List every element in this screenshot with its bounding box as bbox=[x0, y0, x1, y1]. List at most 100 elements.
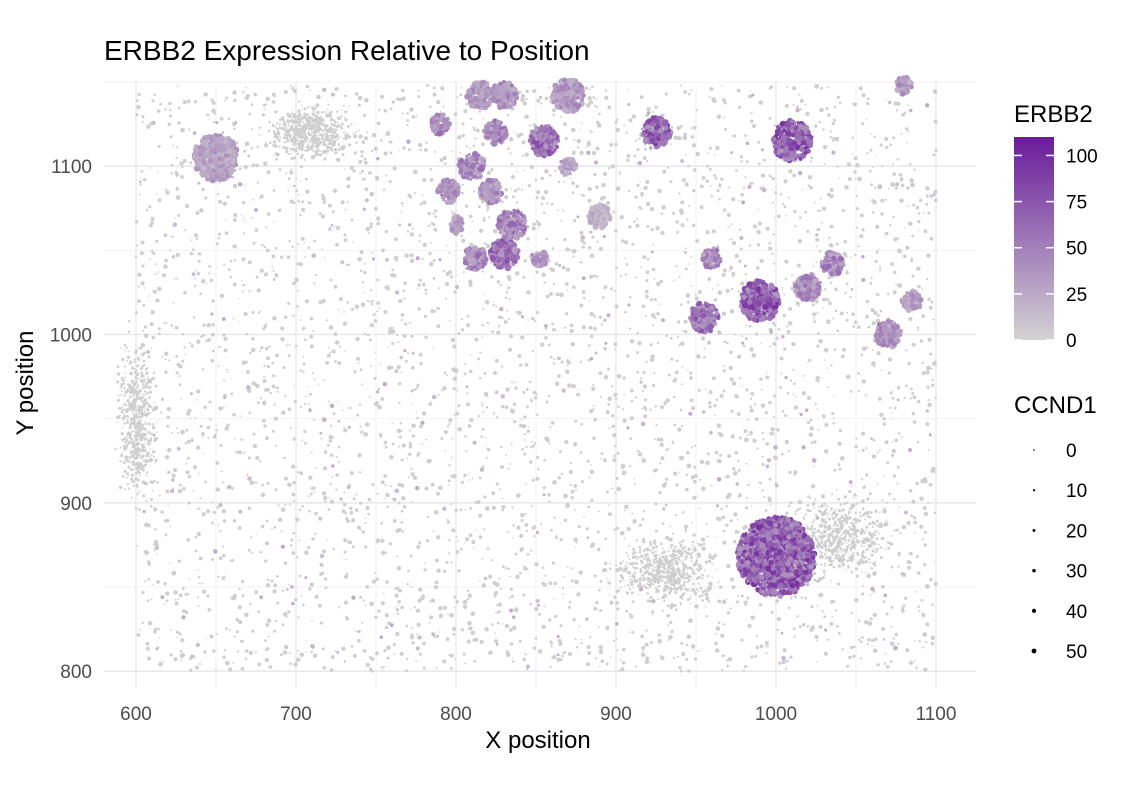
data-point bbox=[266, 618, 272, 623]
data-point bbox=[373, 319, 378, 323]
data-point bbox=[888, 100, 892, 105]
data-point bbox=[186, 456, 190, 460]
data-point bbox=[483, 372, 487, 375]
data-point bbox=[903, 396, 906, 400]
data-point bbox=[254, 228, 259, 232]
data-point bbox=[646, 224, 650, 228]
data-point bbox=[461, 183, 464, 187]
data-point bbox=[898, 506, 901, 509]
data-point bbox=[614, 601, 619, 605]
data-point bbox=[346, 301, 349, 304]
data-point bbox=[767, 645, 770, 647]
data-point bbox=[561, 388, 566, 393]
data-point bbox=[363, 160, 368, 165]
data-point bbox=[255, 455, 260, 460]
data-point bbox=[610, 164, 615, 169]
data-point bbox=[177, 106, 181, 110]
data-point bbox=[861, 255, 865, 259]
data-point bbox=[787, 449, 791, 453]
data-point bbox=[632, 220, 636, 223]
data-point bbox=[635, 139, 638, 142]
data-point bbox=[869, 594, 872, 596]
data-point bbox=[855, 207, 859, 210]
data-point bbox=[684, 182, 689, 187]
data-point bbox=[879, 268, 882, 272]
data-point bbox=[573, 219, 577, 223]
data-point bbox=[622, 570, 625, 572]
data-point bbox=[334, 151, 338, 155]
data-point bbox=[507, 147, 510, 150]
data-point bbox=[675, 483, 679, 487]
data-point bbox=[383, 108, 388, 113]
data-point bbox=[448, 539, 451, 542]
data-point bbox=[825, 107, 829, 111]
data-point bbox=[611, 385, 614, 388]
data-point bbox=[489, 275, 494, 279]
data-point bbox=[394, 607, 396, 609]
data-point bbox=[207, 607, 212, 612]
data-point bbox=[543, 605, 546, 608]
data-point bbox=[600, 452, 604, 456]
data-point bbox=[391, 442, 395, 446]
data-point bbox=[309, 316, 314, 321]
data-point bbox=[905, 245, 910, 250]
data-point bbox=[497, 324, 501, 328]
data-point bbox=[817, 209, 820, 212]
data-point bbox=[770, 427, 775, 432]
data-point bbox=[147, 355, 151, 359]
data-point bbox=[832, 317, 834, 320]
data-point bbox=[532, 88, 537, 94]
data-point bbox=[717, 283, 720, 286]
data-point bbox=[703, 589, 707, 593]
chart-title: ERBB2 Expression Relative to Position bbox=[104, 35, 590, 66]
data-point bbox=[697, 289, 702, 294]
data-point bbox=[837, 290, 839, 292]
data-point bbox=[680, 200, 685, 205]
data-point bbox=[676, 656, 679, 658]
data-point bbox=[550, 268, 556, 273]
data-point bbox=[562, 651, 566, 655]
data-point bbox=[925, 277, 929, 281]
data-point bbox=[432, 212, 435, 216]
data-point bbox=[603, 286, 607, 290]
data-point bbox=[442, 156, 447, 161]
data-point bbox=[734, 451, 739, 455]
data-point bbox=[816, 332, 820, 335]
data-point bbox=[225, 368, 228, 371]
data-point bbox=[709, 86, 714, 92]
data-point bbox=[822, 414, 826, 419]
data-point bbox=[416, 622, 421, 627]
data-point bbox=[619, 170, 621, 173]
data-point bbox=[781, 305, 784, 308]
data-point bbox=[175, 146, 178, 149]
data-point bbox=[850, 288, 854, 291]
data-point bbox=[175, 173, 179, 177]
data-point bbox=[215, 461, 220, 465]
data-point bbox=[607, 166, 611, 170]
data-point bbox=[629, 631, 631, 633]
data-point bbox=[285, 344, 288, 347]
data-point bbox=[406, 139, 411, 144]
data-point bbox=[670, 630, 674, 634]
data-point bbox=[377, 404, 382, 410]
data-point bbox=[373, 376, 377, 380]
data-point bbox=[722, 208, 727, 212]
data-point bbox=[515, 201, 519, 204]
data-point bbox=[150, 310, 155, 315]
data-point bbox=[156, 171, 159, 174]
data-point bbox=[729, 377, 734, 382]
data-point bbox=[396, 365, 401, 370]
data-point bbox=[281, 410, 286, 415]
data-point bbox=[545, 237, 548, 241]
data-point bbox=[900, 183, 905, 188]
data-point bbox=[380, 522, 383, 525]
data-point bbox=[357, 257, 362, 262]
data-point bbox=[682, 135, 688, 141]
data-point bbox=[242, 284, 245, 287]
data-point bbox=[815, 245, 818, 248]
data-point bbox=[681, 511, 685, 514]
data-point bbox=[770, 432, 775, 436]
data-point bbox=[689, 597, 692, 600]
data-point bbox=[510, 443, 513, 446]
data-point bbox=[195, 445, 201, 450]
